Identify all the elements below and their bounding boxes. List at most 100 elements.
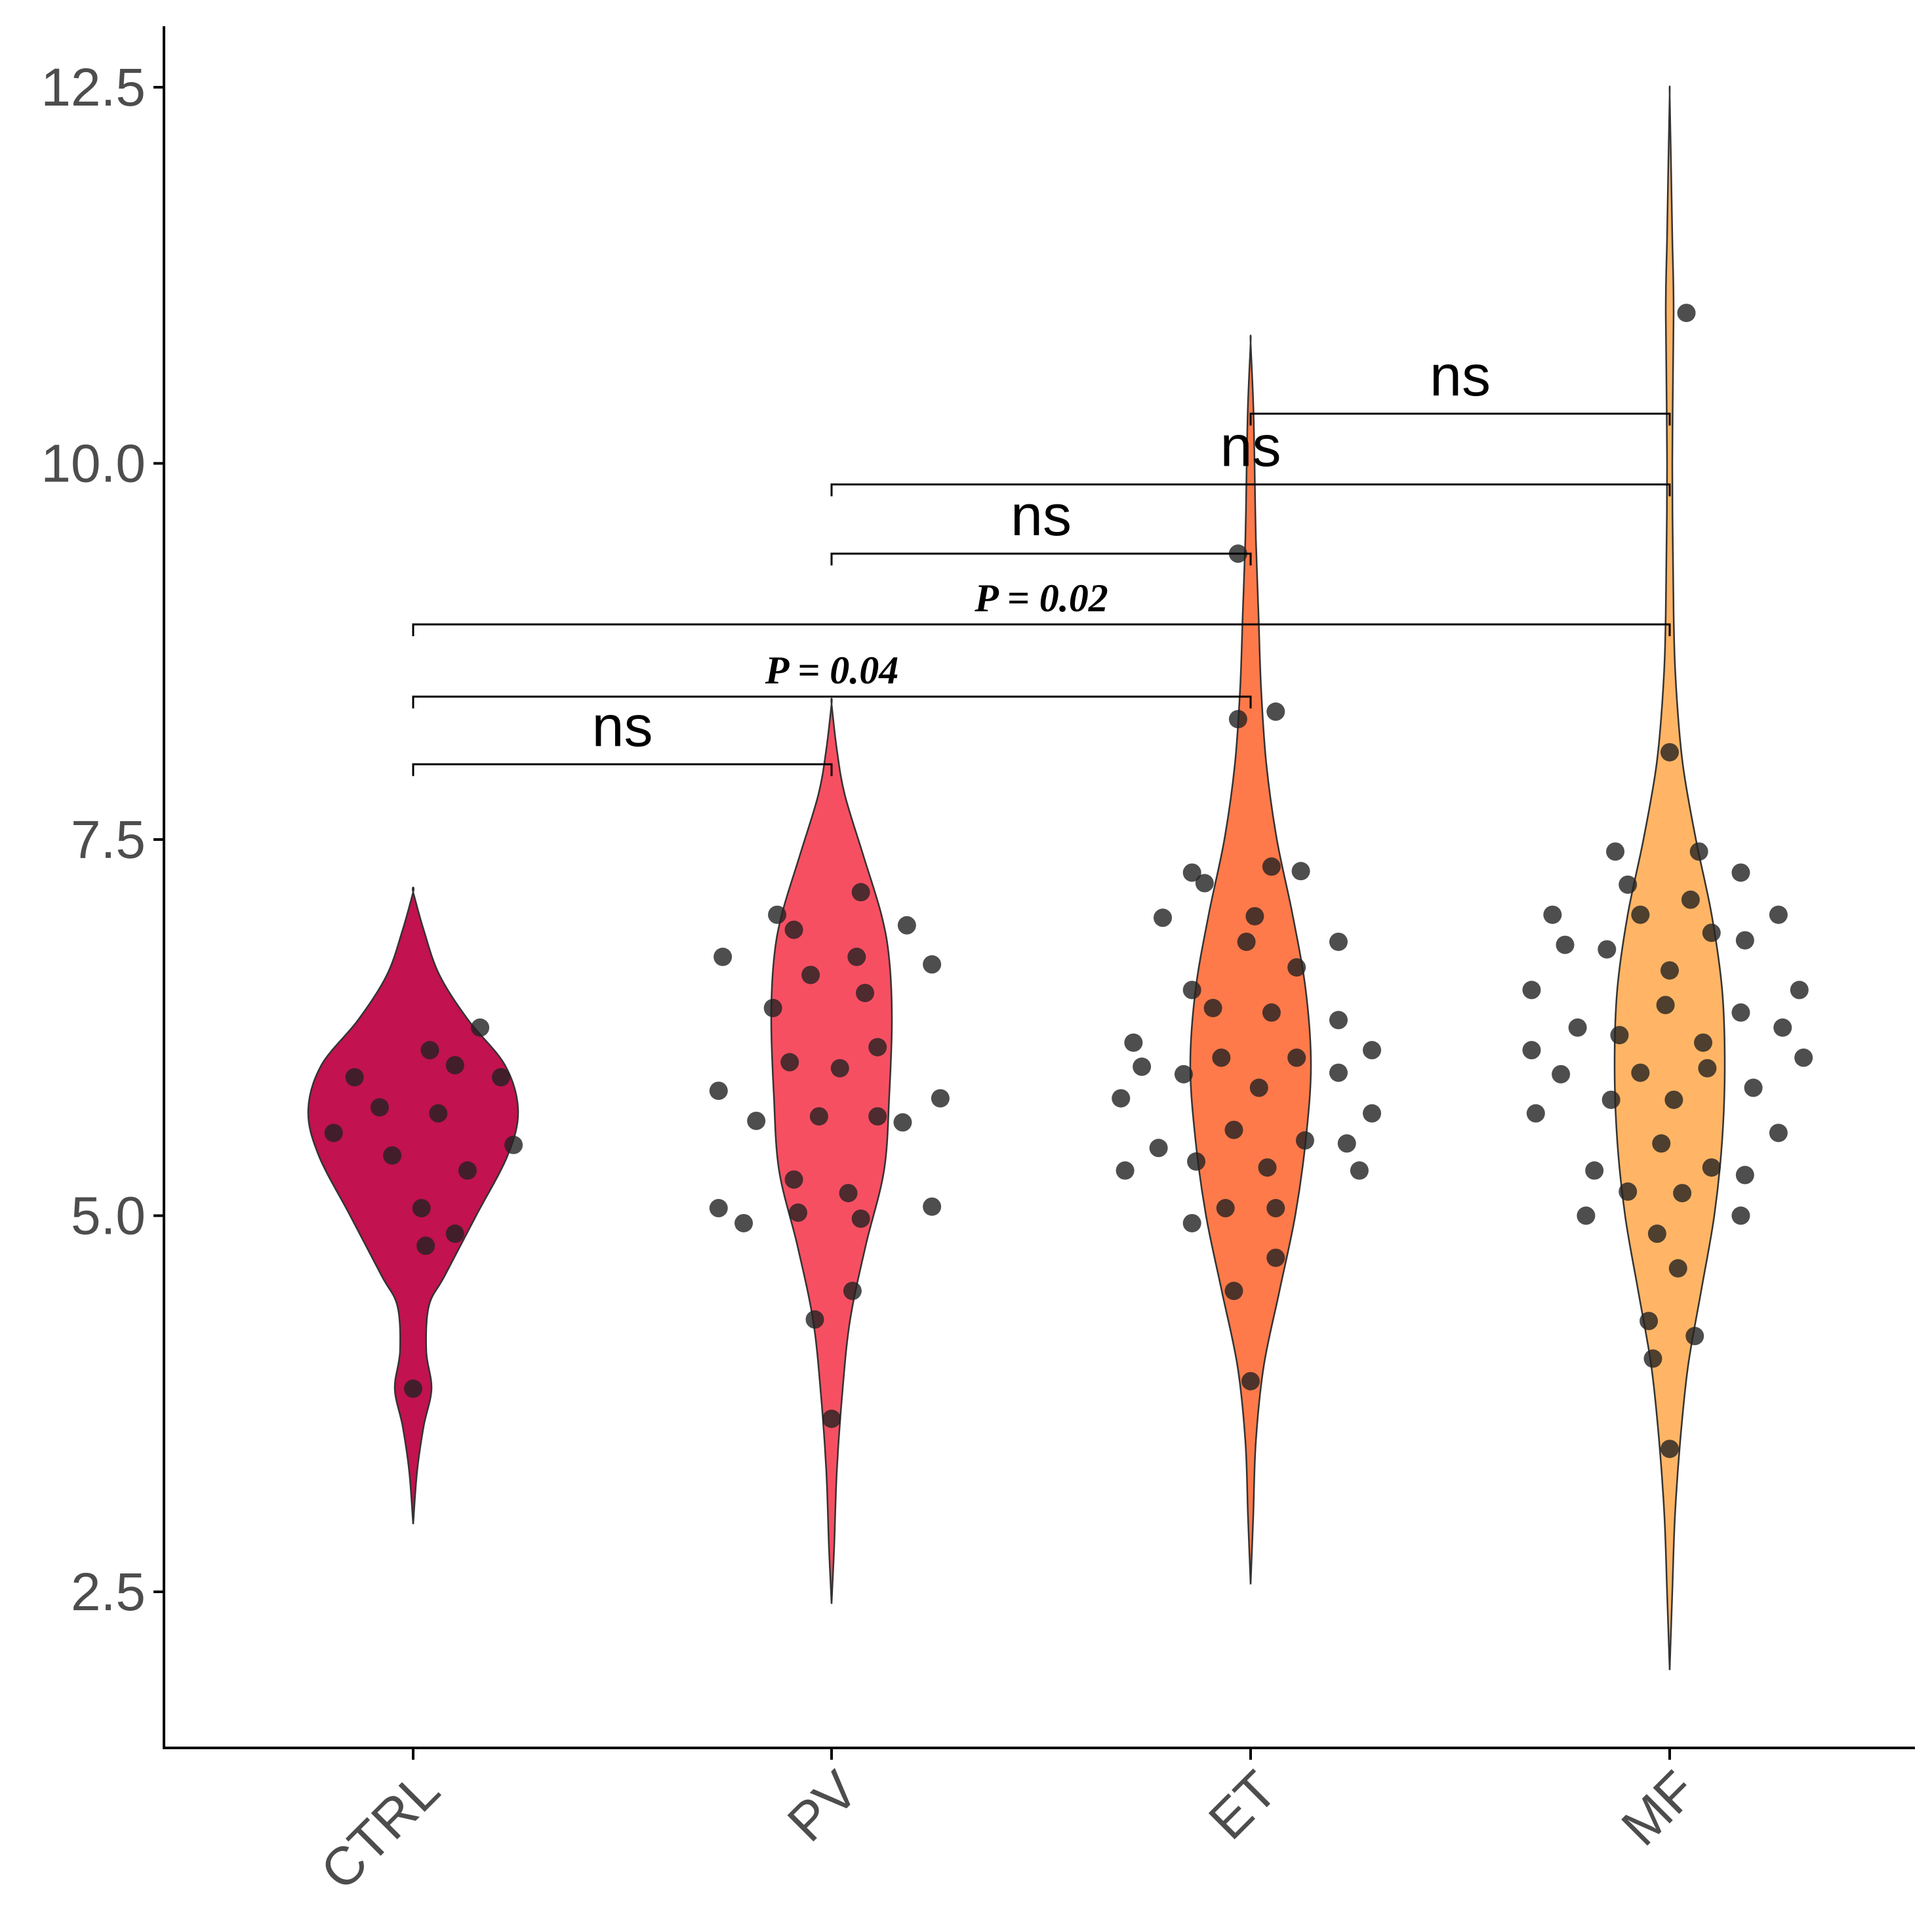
data-point-et xyxy=(1216,1199,1235,1218)
data-point-mf xyxy=(1681,890,1700,909)
data-point-et xyxy=(1203,998,1222,1017)
data-point-et xyxy=(1287,958,1306,977)
data-point-et xyxy=(1149,1139,1168,1158)
data-point-ctrl xyxy=(458,1161,477,1180)
data-point-pv xyxy=(780,1053,799,1072)
data-point-et xyxy=(1212,1048,1231,1067)
data-point-pv xyxy=(805,1310,824,1329)
data-point-mf xyxy=(1568,1018,1587,1037)
data-point-et xyxy=(1133,1057,1152,1076)
bracket-line xyxy=(830,483,1671,496)
data-point-mf xyxy=(1660,1440,1679,1459)
data-point-pv xyxy=(843,1282,862,1301)
data-point-ctrl xyxy=(383,1146,402,1165)
data-point-pv xyxy=(784,920,803,939)
data-point-et xyxy=(1228,710,1247,729)
y-axis-ticks: 2.5 5.0 7.5 10.0 12.5 xyxy=(41,58,164,1622)
data-point-mf xyxy=(1619,1182,1638,1201)
data-point-pv xyxy=(768,905,787,924)
violins-layer xyxy=(307,85,1726,1671)
violin-mf xyxy=(1613,85,1726,1671)
significance-label: ns xyxy=(592,693,653,758)
data-point-mf xyxy=(1543,905,1562,924)
data-point-ctrl xyxy=(420,1041,439,1060)
data-point-mf xyxy=(1735,931,1754,950)
data-point-mf xyxy=(1647,1225,1666,1244)
data-point-mf xyxy=(1685,1327,1704,1346)
data-point-pv xyxy=(897,916,916,935)
data-point-pv xyxy=(830,1059,849,1078)
data-point-pv xyxy=(868,1038,887,1057)
data-point-pv xyxy=(763,998,782,1017)
data-point-et xyxy=(1241,1371,1260,1390)
data-point-ctrl xyxy=(471,1018,490,1037)
data-point-et xyxy=(1329,1063,1348,1082)
data-point-mf xyxy=(1664,1090,1683,1109)
data-point-pv xyxy=(923,955,942,974)
data-point-pv xyxy=(931,1089,950,1108)
data-point-et xyxy=(1187,1152,1206,1171)
bracket-ctrl-mf: P = 0.02 xyxy=(412,577,1671,636)
data-point-mf xyxy=(1773,1018,1792,1037)
data-point-mf xyxy=(1656,996,1675,1015)
y-tick-label: 2.5 xyxy=(71,1562,146,1622)
data-point-mf xyxy=(1769,1124,1788,1143)
data-point-et xyxy=(1329,1011,1348,1030)
data-point-ctrl xyxy=(416,1236,435,1255)
data-point-mf xyxy=(1652,1134,1671,1153)
data-point-ctrl xyxy=(324,1124,343,1143)
data-point-et xyxy=(1295,1131,1314,1150)
data-point-pv xyxy=(747,1111,766,1130)
data-point-mf xyxy=(1735,1165,1754,1185)
data-point-et xyxy=(1258,1158,1277,1177)
data-point-et xyxy=(1266,1199,1285,1218)
y-tick-label: 12.5 xyxy=(41,58,146,117)
data-point-mf xyxy=(1585,1161,1604,1180)
data-point-mf xyxy=(1522,1041,1541,1060)
data-point-mf xyxy=(1660,742,1679,761)
data-point-mf xyxy=(1598,940,1617,959)
data-point-ctrl xyxy=(445,1056,464,1075)
data-point-et xyxy=(1237,932,1256,951)
x-tick-label-mf: MF xyxy=(1611,1760,1708,1857)
data-point-mf xyxy=(1640,1312,1659,1331)
data-point-pv xyxy=(868,1107,887,1126)
data-point-ctrl xyxy=(370,1098,389,1117)
data-point-et xyxy=(1154,908,1173,927)
data-point-mf xyxy=(1631,905,1650,924)
data-point-ctrl xyxy=(412,1199,431,1218)
x-tick-label-et: ET xyxy=(1197,1760,1288,1850)
data-point-mf xyxy=(1790,981,1809,1000)
data-point-pv xyxy=(839,1184,858,1203)
data-point-mf xyxy=(1577,1206,1596,1225)
data-point-mf xyxy=(1606,842,1625,861)
data-point-et xyxy=(1182,863,1201,882)
bracket-ctrl-pv: ns xyxy=(412,693,833,777)
data-point-mf xyxy=(1731,1003,1750,1022)
data-point-mf xyxy=(1673,1184,1692,1203)
data-point-pv xyxy=(788,1203,807,1222)
data-point-mf xyxy=(1744,1078,1763,1097)
data-point-mf xyxy=(1526,1104,1545,1123)
data-point-et xyxy=(1262,857,1281,876)
data-point-pv xyxy=(709,1199,728,1218)
data-point-pv xyxy=(809,1107,828,1126)
bracket-line xyxy=(412,623,1671,636)
data-point-pv xyxy=(847,947,866,966)
data-point-et xyxy=(1350,1161,1369,1180)
data-point-et xyxy=(1266,702,1285,721)
data-point-pv xyxy=(735,1213,754,1232)
data-point-mf xyxy=(1689,842,1708,861)
violin-pv xyxy=(770,697,893,1604)
bracket-et-mf: ns xyxy=(1249,343,1671,426)
data-point-mf xyxy=(1677,304,1696,323)
data-point-pv xyxy=(784,1170,803,1189)
y-tick-label: 5.0 xyxy=(71,1186,146,1246)
data-point-et xyxy=(1287,1048,1306,1067)
y-tick-label: 7.5 xyxy=(71,810,146,870)
data-point-mf xyxy=(1610,1026,1629,1045)
data-point-mf xyxy=(1694,1033,1713,1052)
data-point-ctrl xyxy=(504,1135,523,1154)
data-point-mf xyxy=(1731,1206,1750,1225)
